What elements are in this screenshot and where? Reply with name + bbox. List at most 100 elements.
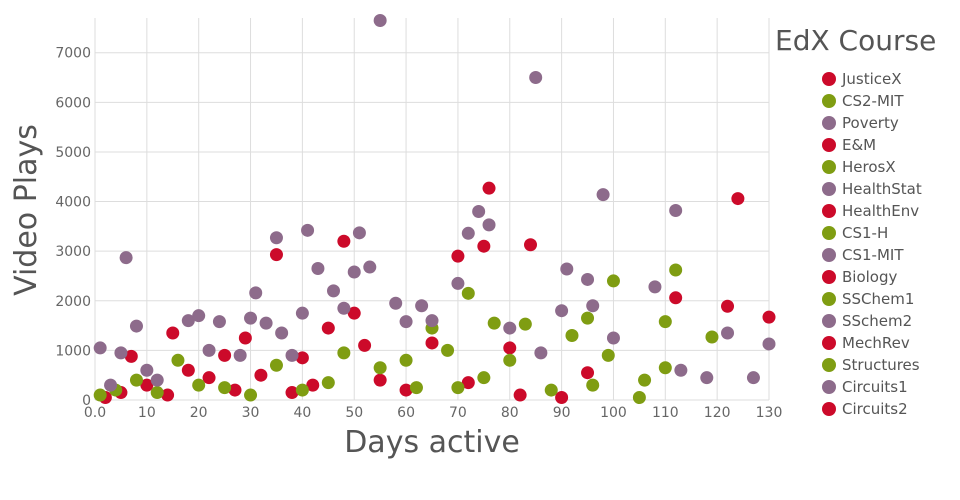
legend-marker (822, 94, 836, 108)
legend-marker (822, 72, 836, 86)
x-tick-label: 90 (553, 405, 571, 421)
legend-marker (822, 248, 836, 262)
data-point (461, 376, 475, 390)
x-tick-label: 70 (449, 405, 467, 421)
legend-item: CS1-H (822, 224, 888, 242)
data-point (601, 348, 615, 362)
data-point (482, 218, 496, 232)
legend-label: Poverty (842, 114, 899, 132)
legend-item: SSChem1 (822, 290, 914, 308)
data-point (669, 263, 683, 277)
legend-marker (822, 270, 836, 284)
data-point (596, 188, 610, 202)
x-tick-label: 100 (600, 405, 627, 421)
data-point (373, 13, 387, 27)
data-point (513, 388, 527, 402)
legend-item: HealthEnv (822, 202, 919, 220)
data-point (477, 239, 491, 253)
x-tick-label: 110 (652, 405, 679, 421)
legend-marker (822, 380, 836, 394)
data-point (731, 192, 745, 206)
data-point (451, 249, 465, 263)
legend-item: Poverty (822, 114, 899, 132)
data-point (218, 381, 232, 395)
y-tick-label: 7000 (55, 46, 91, 62)
legend-label: SSchem2 (842, 312, 912, 330)
data-point (233, 348, 247, 362)
data-point (269, 358, 283, 372)
data-point (295, 351, 309, 365)
y-tick-label: 2000 (55, 294, 91, 310)
legend-marker (822, 160, 836, 174)
data-point (358, 338, 372, 352)
data-point (581, 311, 595, 325)
data-point (161, 388, 175, 402)
legend-label: CS1-MIT (842, 246, 904, 264)
data-point (249, 286, 263, 300)
legend-marker (822, 204, 836, 218)
legend-item: MechRev (822, 334, 910, 352)
data-point (301, 223, 315, 237)
points (93, 13, 776, 405)
data-point (202, 371, 216, 385)
data-point (347, 306, 361, 320)
data-point (472, 204, 486, 218)
data-point (555, 391, 569, 405)
data-point (705, 330, 719, 344)
data-point (202, 343, 216, 357)
data-point (321, 321, 335, 335)
legend-marker (822, 336, 836, 350)
data-point (565, 329, 579, 343)
data-point (238, 331, 252, 345)
data-point (363, 260, 377, 274)
data-point (669, 203, 683, 217)
data-point (166, 326, 180, 340)
data-point (295, 306, 309, 320)
x-tick-label: 40 (293, 405, 311, 421)
data-point (762, 310, 776, 324)
data-point (409, 381, 423, 395)
data-point (581, 272, 595, 286)
data-point (503, 341, 517, 355)
data-point (544, 383, 558, 397)
data-point (674, 363, 688, 377)
x-tick-label: 80 (501, 405, 519, 421)
data-point (518, 317, 532, 331)
data-point (347, 265, 361, 279)
x-tick-label: 10 (138, 405, 156, 421)
data-point (638, 373, 652, 387)
data-point (658, 315, 672, 329)
data-point (321, 376, 335, 390)
legend-marker (822, 116, 836, 130)
data-point (581, 366, 595, 380)
legend-label: Biology (842, 268, 898, 286)
tick-labels: 0.0 10 20 30 40 50 60 70 80 90 100 110 120 130 0 1000 20… (55, 46, 782, 421)
legend-label: Structures (842, 356, 920, 374)
data-point (337, 234, 351, 248)
y-tick-label: 3000 (55, 244, 91, 260)
x-tick-label: 130 (756, 405, 783, 421)
legend: JusticeX CS2-MIT Poverty E&M HerosX HealthSta… (822, 70, 922, 418)
series-Poverty (93, 13, 776, 392)
data-point (700, 371, 714, 385)
legend-label: CS2-MIT (842, 92, 904, 110)
data-point (171, 353, 185, 367)
data-point (555, 304, 569, 318)
data-point (285, 386, 299, 400)
data-point (269, 248, 283, 262)
data-point (254, 368, 268, 382)
data-point (503, 321, 517, 335)
data-point (746, 371, 760, 385)
data-point (451, 276, 465, 290)
data-point (477, 371, 491, 385)
data-point (606, 274, 620, 288)
data-point (658, 361, 672, 375)
data-point (285, 348, 299, 362)
data-point (534, 346, 548, 360)
legend-label: JusticeX (841, 70, 902, 88)
data-point (389, 296, 403, 310)
data-point (425, 336, 439, 350)
y-axis-title: Video Plays (9, 124, 44, 296)
data-point (181, 314, 195, 328)
legend-item: Structures (822, 356, 920, 374)
